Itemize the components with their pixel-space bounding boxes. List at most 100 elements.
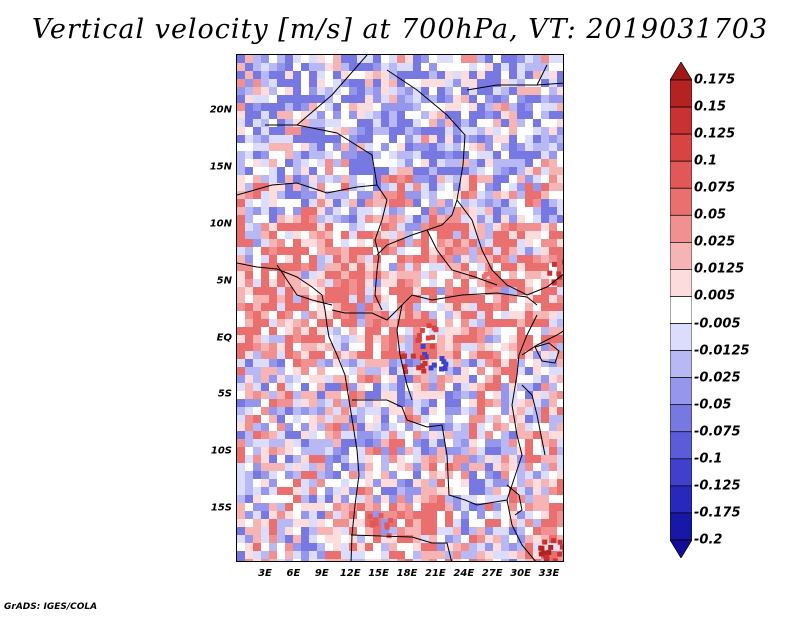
field-cell (381, 439, 389, 447)
lon-tick-label: 18E (396, 568, 418, 579)
field-cell (413, 303, 421, 311)
field-cell (261, 223, 269, 231)
field-cell (325, 343, 333, 351)
field-cell (533, 239, 541, 247)
field-cell (557, 95, 563, 103)
field-cell (261, 119, 269, 127)
field-cell (381, 383, 389, 391)
field-cell (349, 375, 357, 383)
field-cell (365, 431, 373, 439)
field-cell (389, 407, 397, 415)
field-cell (429, 135, 437, 143)
field-cell (261, 215, 269, 223)
field-cell (285, 479, 293, 487)
field-cell (493, 151, 501, 159)
field-cell (341, 231, 349, 239)
field-cell (509, 111, 517, 119)
field-cell (381, 335, 389, 343)
field-cell (333, 215, 341, 223)
field-cell (317, 559, 325, 561)
colorbar-tick-label: -0.05 (694, 397, 732, 413)
field-cell (277, 127, 285, 135)
field-cell (461, 255, 469, 263)
field-cell (509, 151, 517, 159)
field-cell (509, 511, 517, 519)
field-cell (293, 159, 301, 167)
field-cell (421, 207, 429, 215)
field-cell (453, 55, 461, 63)
field-cell (285, 199, 293, 207)
field-cell (381, 295, 389, 303)
field-cell (333, 311, 341, 319)
field-cell (461, 263, 469, 271)
field-cell (397, 447, 405, 455)
field-cell (405, 399, 413, 407)
field-cell (485, 343, 493, 351)
field-cell (413, 327, 421, 335)
field-cell (349, 495, 357, 503)
field-cell (421, 127, 429, 135)
field-cell (493, 463, 501, 471)
field-cell (525, 199, 533, 207)
field-cell (261, 255, 269, 263)
field-cell (485, 199, 493, 207)
field-cell (405, 463, 413, 471)
field-cell (357, 103, 365, 111)
field-cell (293, 447, 301, 455)
colorbar-tick-label: 0.075 (694, 180, 736, 196)
field-cell (429, 431, 437, 439)
field-cell (517, 471, 525, 479)
field-cell (309, 55, 317, 63)
field-cell (245, 159, 253, 167)
colorbar-tick-label: 0.1 (694, 153, 718, 169)
field-cell (317, 423, 325, 431)
field-cell (445, 399, 453, 407)
field-cell (269, 199, 277, 207)
field-cell (421, 439, 429, 447)
field-cell (325, 255, 333, 263)
field-cell (501, 159, 509, 167)
field-cell (389, 135, 397, 143)
field-cell (557, 327, 563, 335)
field-cell (341, 199, 349, 207)
field-cell (269, 143, 277, 151)
field-cell (317, 527, 325, 535)
field-cell (493, 319, 501, 327)
field-cell (485, 311, 493, 319)
field-cell (301, 527, 309, 535)
field-cell (397, 223, 405, 231)
field-cell (517, 95, 525, 103)
field-cell (453, 543, 461, 551)
field-cell (469, 279, 477, 287)
field-cell (277, 183, 285, 191)
field-cell (277, 55, 285, 63)
field-cell (277, 479, 285, 487)
field-cell (373, 239, 381, 247)
field-core (439, 356, 445, 362)
field-cell (517, 311, 525, 319)
field-cell (469, 527, 477, 535)
field-cell (485, 407, 493, 415)
field-cell (405, 207, 413, 215)
field-cell (341, 327, 349, 335)
field-cell (365, 167, 373, 175)
field-cell (413, 383, 421, 391)
field-cell (365, 423, 373, 431)
field-cell (325, 551, 333, 559)
field-cell (477, 327, 485, 335)
field-cell (445, 383, 453, 391)
field-cell (525, 479, 533, 487)
field-cell (285, 159, 293, 167)
field-cell (469, 319, 477, 327)
field-cell (549, 263, 557, 271)
field-cell (493, 143, 501, 151)
field-cell (405, 343, 413, 351)
field-cell (405, 471, 413, 479)
field-cell (261, 479, 269, 487)
field-cell (365, 455, 373, 463)
field-cell (253, 327, 261, 335)
field-cell (357, 463, 365, 471)
field-cell (285, 95, 293, 103)
field-cell (549, 391, 557, 399)
field-cell (469, 95, 477, 103)
